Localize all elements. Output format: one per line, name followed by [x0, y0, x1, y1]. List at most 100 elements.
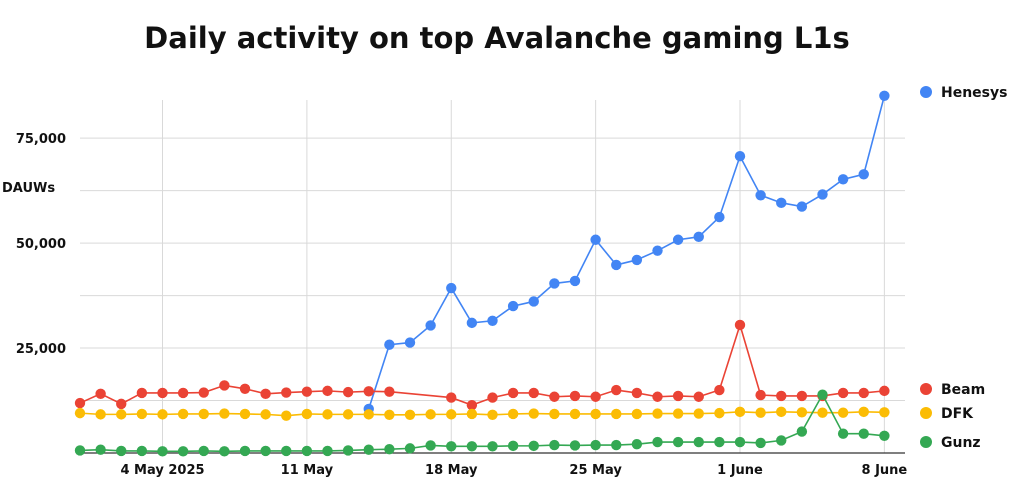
- data-point: [693, 391, 704, 402]
- data-point: [425, 440, 436, 451]
- data-point: [631, 254, 643, 266]
- data-point: [95, 444, 106, 455]
- data-point: [466, 441, 478, 452]
- legend-marker: [920, 383, 932, 395]
- series-line: [79, 411, 885, 417]
- x-tick-label: 4 May 2025: [120, 463, 204, 478]
- legend-label: Beam: [941, 382, 985, 398]
- data-point: [239, 445, 251, 457]
- data-point: [652, 408, 663, 419]
- data-point: [74, 445, 86, 456]
- data-point: [714, 436, 725, 448]
- data-point: [755, 407, 766, 418]
- data-point: [611, 408, 622, 420]
- data-point: [611, 384, 622, 396]
- data-point: [116, 398, 127, 410]
- data-point: [528, 440, 539, 452]
- legend-marker: [920, 407, 932, 419]
- legend-marker: [920, 86, 932, 98]
- data-point: [136, 445, 148, 457]
- data-point: [693, 436, 704, 448]
- data-point: [528, 387, 539, 399]
- data-point: [652, 245, 663, 256]
- data-point: [446, 392, 457, 403]
- data-point: [446, 441, 457, 452]
- x-tick-label: 11 May: [281, 463, 334, 478]
- data-point: [177, 408, 189, 420]
- data-point: [879, 430, 890, 441]
- data-point: [219, 446, 230, 457]
- data-point: [631, 438, 643, 450]
- data-point: [239, 383, 251, 394]
- x-tick-label: 25 May: [569, 463, 622, 478]
- data-point: [384, 409, 395, 421]
- series-henesys: [363, 90, 890, 415]
- data-point: [198, 387, 209, 398]
- data-point: [487, 409, 498, 421]
- data-point: [281, 387, 292, 398]
- data-point: [879, 407, 890, 418]
- data-point: [796, 201, 808, 212]
- data-point: [652, 391, 663, 402]
- y-tick-label: 75,000: [16, 132, 66, 147]
- data-point: [569, 408, 581, 420]
- data-point: [879, 385, 890, 397]
- data-point: [569, 440, 581, 451]
- data-point: [590, 439, 601, 451]
- data-point: [487, 315, 498, 326]
- data-point: [672, 408, 684, 419]
- data-point: [549, 408, 560, 420]
- data-point: [693, 408, 704, 419]
- data-point: [342, 386, 354, 398]
- data-point: [652, 436, 663, 448]
- data-point: [466, 408, 478, 420]
- data-point: [611, 439, 622, 451]
- data-point: [734, 319, 746, 331]
- data-point: [776, 390, 787, 402]
- data-point: [404, 337, 416, 348]
- data-point: [693, 231, 704, 243]
- data-point: [507, 408, 519, 420]
- data-point: [858, 169, 869, 180]
- data-point: [260, 445, 271, 457]
- data-point: [219, 408, 230, 419]
- data-point: [507, 440, 519, 452]
- data-point: [281, 445, 292, 457]
- data-point: [507, 387, 519, 399]
- data-point: [74, 407, 86, 419]
- data-point: [219, 380, 230, 391]
- data-point: [301, 386, 313, 397]
- x-tick-label: 18 May: [425, 463, 478, 478]
- legend-label: Gunz: [941, 435, 981, 451]
- data-point: [631, 408, 643, 420]
- data-point: [157, 387, 168, 399]
- data-point: [734, 436, 746, 448]
- data-point: [837, 387, 849, 399]
- data-point: [363, 409, 374, 420]
- data-point: [837, 174, 849, 185]
- data-point: [734, 406, 746, 418]
- data-point: [714, 407, 725, 419]
- data-point: [301, 445, 313, 457]
- data-point: [466, 399, 478, 411]
- data-point: [796, 426, 808, 437]
- data-point: [590, 234, 601, 245]
- legend-marker: [920, 436, 932, 448]
- data-point: [322, 385, 333, 397]
- series-gunz: [74, 389, 890, 457]
- data-point: [672, 390, 684, 402]
- data-point: [879, 90, 890, 101]
- data-point: [796, 390, 808, 402]
- data-point: [549, 278, 560, 289]
- data-point: [136, 408, 148, 420]
- data-point: [425, 320, 436, 331]
- data-point: [776, 406, 787, 418]
- data-point: [342, 445, 354, 456]
- data-point: [755, 190, 766, 201]
- data-point: [177, 446, 189, 457]
- data-point: [177, 387, 189, 399]
- data-point: [157, 446, 168, 457]
- data-point: [549, 439, 560, 451]
- data-point: [569, 390, 581, 402]
